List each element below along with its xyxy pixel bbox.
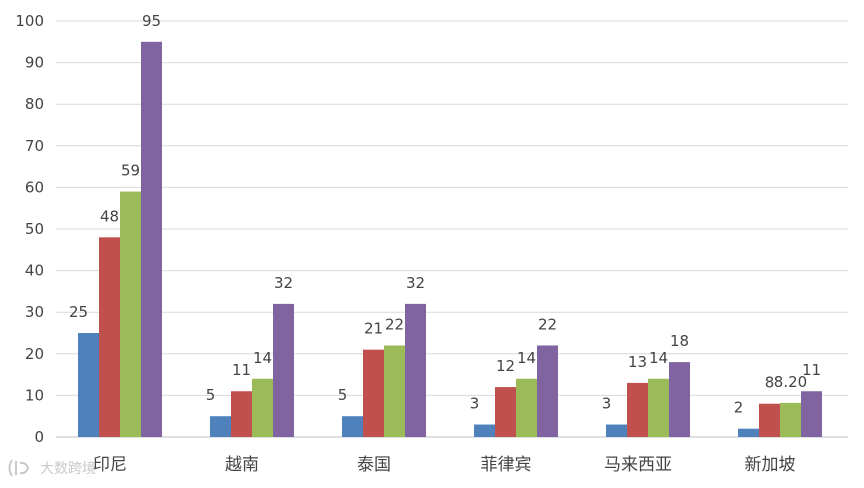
y-tick-label: 90 xyxy=(25,54,44,72)
data-label: 18 xyxy=(670,332,689,350)
data-label: 22 xyxy=(538,315,557,333)
bar xyxy=(210,416,231,437)
x-category-label: 马来西亚 xyxy=(604,455,672,475)
data-label: 32 xyxy=(274,274,293,292)
watermark: 大数跨境 xyxy=(6,456,96,480)
bar xyxy=(384,345,405,437)
bar xyxy=(141,41,162,438)
bar xyxy=(606,424,627,437)
bar xyxy=(120,191,141,437)
data-label: 32 xyxy=(406,274,425,292)
bar xyxy=(273,303,294,437)
y-tick-label: 80 xyxy=(25,95,44,113)
y-tick-label: 60 xyxy=(25,178,44,196)
bar xyxy=(780,402,801,437)
bar xyxy=(78,333,99,437)
y-tick-label: 70 xyxy=(25,137,44,155)
watermark-text: 大数跨境 xyxy=(40,461,96,477)
data-label: 5 xyxy=(206,386,216,404)
data-label: 48 xyxy=(100,207,119,225)
data-label: 3 xyxy=(470,395,480,413)
watermark-logo-icon xyxy=(8,459,30,477)
data-label: 14 xyxy=(649,349,668,367)
y-tick-label: 30 xyxy=(25,303,44,321)
data-label: 14 xyxy=(253,349,272,367)
data-label: 11 xyxy=(802,361,821,379)
x-category-label: 泰国 xyxy=(357,455,391,475)
data-label: 3 xyxy=(602,395,612,413)
bar xyxy=(648,378,669,437)
x-category-label: 越南 xyxy=(225,455,259,475)
data-label: 13 xyxy=(628,353,647,371)
data-label: 59 xyxy=(121,162,140,180)
x-category-label: 印尼 xyxy=(93,455,127,475)
y-tick-label: 50 xyxy=(25,220,44,238)
bar xyxy=(405,303,426,437)
x-category-label: 菲律宾 xyxy=(481,455,532,475)
data-label: 2 xyxy=(734,399,744,417)
y-tick-label: 100 xyxy=(15,12,44,30)
bar xyxy=(516,378,537,437)
data-label: 11 xyxy=(232,361,251,379)
bar xyxy=(627,382,648,437)
bar xyxy=(669,362,690,437)
data-label: 95 xyxy=(142,12,161,30)
bar xyxy=(231,391,252,437)
bar xyxy=(99,237,120,437)
x-category-label: 新加坡 xyxy=(745,455,796,475)
data-label: 8 xyxy=(765,374,775,392)
bar xyxy=(363,349,384,437)
data-label: 8.20 xyxy=(774,373,807,391)
bar xyxy=(252,378,273,437)
data-label: 25 xyxy=(69,303,88,321)
data-label: 22 xyxy=(385,315,404,333)
bar xyxy=(801,391,822,437)
bar xyxy=(342,416,363,437)
bar xyxy=(495,387,516,437)
bar xyxy=(738,428,759,437)
y-tick-label: 0 xyxy=(34,428,44,446)
data-label: 5 xyxy=(338,386,348,404)
y-tick-label: 40 xyxy=(25,262,44,280)
bar xyxy=(474,424,495,437)
data-label: 12 xyxy=(496,357,515,375)
data-label: 21 xyxy=(364,320,383,338)
bar xyxy=(759,403,780,437)
data-label: 14 xyxy=(517,349,536,367)
bar xyxy=(537,345,558,437)
y-tick-label: 20 xyxy=(25,345,44,363)
y-tick-label: 10 xyxy=(25,386,44,404)
